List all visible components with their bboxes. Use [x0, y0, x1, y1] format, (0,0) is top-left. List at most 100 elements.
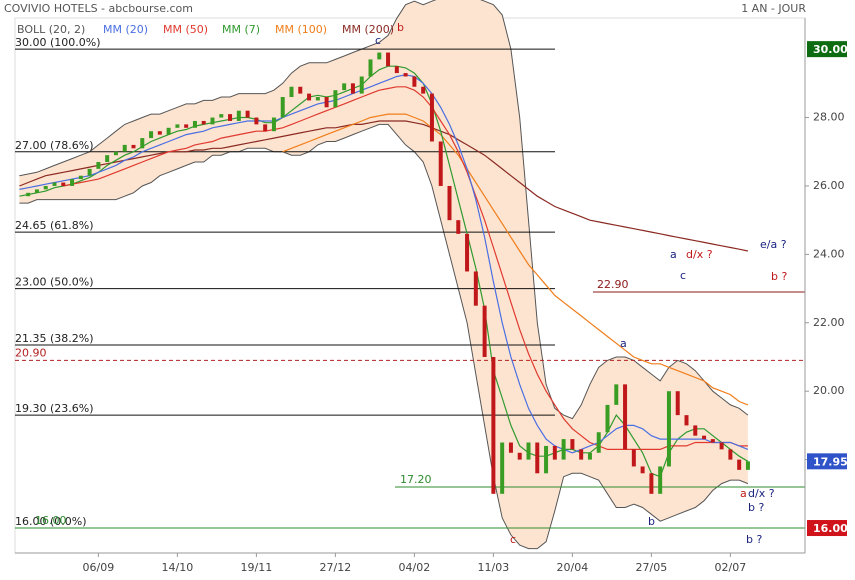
price-tag — [807, 453, 847, 470]
price-bar — [737, 459, 742, 470]
price-bar — [631, 449, 636, 467]
x-tick-label: 02/07 — [715, 561, 747, 574]
bollinger-upper — [19, 0, 749, 420]
fib-label: 19.30 (23.6%) — [15, 402, 94, 415]
annotation: a — [670, 248, 677, 261]
price-bar — [149, 131, 154, 139]
y-tick-label: 20.00 — [813, 384, 845, 397]
price-bar — [34, 189, 39, 193]
y-tick-label: 24.00 — [813, 247, 845, 260]
price-bar — [61, 182, 66, 186]
price-bar — [728, 449, 733, 460]
fib-label: 21.35 (38.2%) — [15, 332, 94, 345]
price-bar — [605, 404, 610, 433]
bollinger-fill — [19, 0, 748, 549]
price-bar — [386, 52, 391, 67]
price-bar — [526, 442, 531, 460]
ma-line — [282, 113, 749, 406]
annotation: e/a ? — [760, 238, 787, 251]
price-bar — [307, 93, 312, 101]
price-bar — [210, 117, 215, 125]
price-bar — [745, 461, 750, 470]
price-bar — [473, 271, 478, 306]
price-bar — [412, 76, 417, 87]
price-tag — [807, 41, 847, 58]
price-bar — [175, 124, 180, 128]
legend-entry: MM (200) — [342, 23, 394, 36]
legend-entry: MM (50) — [163, 23, 208, 36]
price-bar — [666, 391, 671, 467]
price-bar — [403, 73, 408, 77]
price-bar — [438, 141, 443, 186]
legend-entry: MM (20) — [103, 23, 148, 36]
price-bar — [271, 117, 276, 132]
annotation: a — [740, 487, 747, 500]
price-bar — [544, 445, 549, 474]
bollinger-lower — [19, 123, 749, 550]
price-bar — [192, 120, 197, 128]
price-bar — [710, 439, 715, 443]
price-bar — [26, 192, 31, 197]
y-tick-label: 28.00 — [813, 111, 845, 124]
legend-entry: MM (7) — [222, 23, 260, 36]
price-bar — [675, 391, 680, 416]
level-label: 17.20 — [400, 473, 432, 486]
price-tag — [807, 520, 847, 537]
fib-label: 27.00 (78.6%) — [15, 139, 94, 152]
price-bar — [377, 52, 382, 60]
price-bar — [359, 76, 364, 94]
annotation: a — [620, 337, 627, 350]
price-bar — [263, 124, 268, 132]
price-bar — [350, 83, 355, 94]
price-bar — [561, 439, 566, 460]
x-tick-label: 06/09 — [83, 561, 115, 574]
level-label: 16.00 — [35, 514, 67, 527]
price-bar — [280, 97, 285, 118]
price-bar — [429, 93, 434, 142]
price-bar — [131, 144, 136, 149]
price-bar — [78, 175, 83, 180]
x-tick-label: 27/12 — [320, 561, 352, 574]
price-bar — [447, 185, 452, 221]
x-tick-label: 27/05 — [636, 561, 668, 574]
price-bar — [184, 124, 189, 128]
price-bar — [342, 83, 347, 91]
price-bar — [228, 114, 233, 121]
price-bar — [113, 151, 118, 156]
price-bar — [368, 59, 373, 77]
price-bar — [105, 155, 110, 163]
price-bar — [166, 127, 171, 135]
price-bar — [596, 432, 601, 453]
price-bar — [517, 452, 522, 460]
price-bar — [157, 131, 162, 135]
price-bar — [298, 86, 303, 94]
chart-title: COVIVIO HOTELS - abcbourse.com — [4, 2, 193, 15]
price-bar — [236, 110, 241, 121]
annotation: b ? — [771, 270, 787, 283]
annotation: c — [510, 533, 516, 546]
x-tick-label: 19/11 — [241, 561, 273, 574]
price-bar — [140, 138, 145, 149]
y-tick-label: 26.00 — [813, 179, 845, 192]
fib-label: 30.00 (100.0%) — [15, 36, 101, 49]
legend-entry: MM (100) — [275, 23, 327, 36]
price-bar — [508, 442, 513, 453]
price-bar — [579, 449, 584, 460]
price-bar — [649, 473, 654, 494]
price-bar — [535, 442, 540, 474]
x-tick-label: 04/02 — [399, 561, 431, 574]
annotation: d/x ? — [686, 248, 713, 261]
price-bar — [333, 90, 338, 108]
price-bar — [254, 117, 259, 125]
price-bar — [658, 466, 663, 494]
price-bar — [614, 384, 619, 405]
price-bar — [52, 182, 57, 186]
legend-entry: BOLL (20, 2) — [17, 23, 85, 36]
price-bar — [702, 435, 707, 440]
price-bar — [587, 452, 592, 460]
ma-line — [19, 120, 749, 252]
x-tick-label: 20/04 — [557, 561, 589, 574]
price-bar — [324, 97, 329, 108]
price-bar — [640, 466, 645, 474]
price-bar — [43, 185, 48, 190]
